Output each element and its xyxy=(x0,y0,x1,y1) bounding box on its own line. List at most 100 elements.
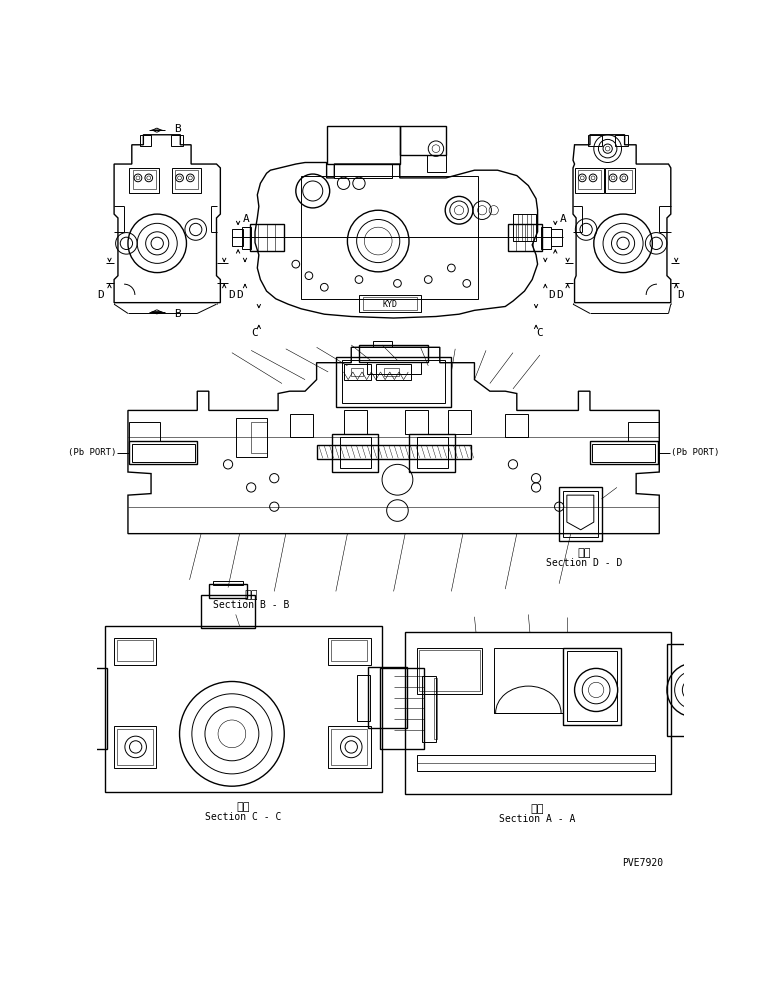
Text: 断面: 断面 xyxy=(245,590,258,600)
Bar xyxy=(368,667,407,729)
Bar xyxy=(105,627,382,791)
Bar xyxy=(417,647,482,694)
Text: D: D xyxy=(548,290,555,300)
Bar xyxy=(578,170,600,190)
Bar xyxy=(376,364,411,380)
Bar xyxy=(171,135,183,146)
Bar xyxy=(201,595,255,627)
Bar xyxy=(130,168,158,192)
Text: 断面: 断面 xyxy=(531,804,544,814)
Text: D: D xyxy=(677,290,684,300)
Bar xyxy=(427,155,446,172)
Text: Section C - C: Section C - C xyxy=(205,812,282,822)
Text: C: C xyxy=(536,328,543,339)
Bar xyxy=(328,726,370,769)
Bar xyxy=(605,168,635,192)
Text: Section D - D: Section D - D xyxy=(546,558,622,568)
Bar xyxy=(405,410,428,433)
Bar xyxy=(117,730,153,765)
Bar xyxy=(62,669,107,749)
Bar xyxy=(351,368,363,376)
Bar xyxy=(344,364,370,380)
Bar xyxy=(363,298,417,309)
Bar xyxy=(340,437,370,468)
Bar xyxy=(383,368,399,376)
Bar xyxy=(357,675,370,721)
Bar xyxy=(494,647,563,713)
Bar xyxy=(505,414,528,437)
Bar xyxy=(250,224,284,251)
Bar xyxy=(328,637,370,665)
Text: Section A - A: Section A - A xyxy=(499,814,576,824)
Text: Section B - B: Section B - B xyxy=(213,600,290,610)
Bar xyxy=(213,581,243,585)
Bar xyxy=(559,487,601,541)
Text: B: B xyxy=(174,309,181,319)
Bar xyxy=(232,230,243,246)
Bar xyxy=(417,437,447,468)
Bar xyxy=(301,176,479,299)
Bar xyxy=(419,650,480,691)
Bar xyxy=(209,583,248,598)
Bar xyxy=(551,230,562,246)
Bar xyxy=(327,126,400,164)
Bar xyxy=(702,647,717,733)
Bar xyxy=(50,679,53,739)
Bar xyxy=(563,491,597,537)
Text: D: D xyxy=(98,290,104,300)
Text: KYD: KYD xyxy=(383,300,397,308)
Text: 断面: 断面 xyxy=(577,548,591,558)
Bar xyxy=(513,214,536,241)
Text: 断面: 断面 xyxy=(237,802,250,812)
Bar xyxy=(242,227,251,248)
Bar xyxy=(251,422,267,453)
Bar xyxy=(704,650,715,730)
Bar xyxy=(133,170,155,190)
Bar xyxy=(608,170,632,190)
Bar xyxy=(422,676,436,741)
Bar xyxy=(331,640,367,662)
Bar xyxy=(507,224,543,251)
Bar xyxy=(434,679,437,739)
Text: C: C xyxy=(251,328,258,339)
Bar xyxy=(567,651,617,721)
Bar xyxy=(130,441,197,464)
Bar xyxy=(447,410,471,433)
Text: (Pb PORT): (Pb PORT) xyxy=(671,449,719,458)
Bar xyxy=(588,135,602,146)
Text: PVE7920: PVE7920 xyxy=(622,858,663,868)
Bar xyxy=(290,414,312,437)
Bar xyxy=(359,295,421,312)
Bar xyxy=(592,444,655,462)
Bar xyxy=(405,632,671,793)
Bar xyxy=(615,135,629,146)
Text: A: A xyxy=(559,214,566,225)
Bar xyxy=(417,755,655,771)
Bar xyxy=(342,360,445,403)
Bar xyxy=(175,170,198,190)
Bar xyxy=(344,410,367,433)
Text: B: B xyxy=(174,124,181,134)
Text: D: D xyxy=(555,290,562,300)
Bar xyxy=(590,441,658,464)
Bar xyxy=(51,676,65,741)
Bar xyxy=(332,433,378,472)
Bar xyxy=(114,637,156,665)
Bar xyxy=(667,644,704,736)
Bar xyxy=(172,168,201,192)
Bar xyxy=(132,444,195,462)
Bar xyxy=(542,227,551,248)
Text: D: D xyxy=(236,290,243,300)
Bar xyxy=(336,356,451,407)
Bar xyxy=(335,164,392,178)
Text: (Pb PORT): (Pb PORT) xyxy=(68,449,117,458)
Bar xyxy=(629,422,659,441)
Bar xyxy=(130,422,160,441)
Bar xyxy=(316,445,471,459)
Bar xyxy=(117,640,153,662)
Bar xyxy=(409,433,455,472)
Bar xyxy=(331,730,367,765)
Bar xyxy=(373,341,392,348)
Bar xyxy=(139,135,151,146)
Bar xyxy=(400,126,446,155)
